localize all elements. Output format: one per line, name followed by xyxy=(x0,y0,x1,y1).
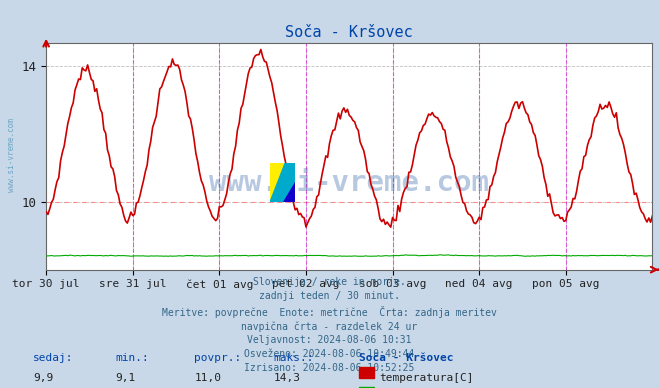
Text: min.:: min.: xyxy=(115,353,149,363)
Text: 11,0: 11,0 xyxy=(194,373,221,383)
Text: Slovenija / reke in morje.
zadnji teden / 30 minut.
Meritve: povprečne  Enote: m: Slovenija / reke in morje. zadnji teden … xyxy=(162,277,497,372)
Text: Soča - Kršovec: Soča - Kršovec xyxy=(359,353,453,363)
Polygon shape xyxy=(270,163,295,202)
Text: www.si-vreme.com: www.si-vreme.com xyxy=(7,118,16,192)
Text: 14,3: 14,3 xyxy=(273,373,301,383)
Text: sedaj:: sedaj: xyxy=(33,353,73,363)
Text: 9,1: 9,1 xyxy=(115,373,136,383)
Text: povpr.:: povpr.: xyxy=(194,353,242,363)
Text: temperatura[C]: temperatura[C] xyxy=(379,373,473,383)
Text: 9,9: 9,9 xyxy=(33,373,53,383)
Title: Soča - Kršovec: Soča - Kršovec xyxy=(285,25,413,40)
Polygon shape xyxy=(270,163,295,202)
Polygon shape xyxy=(283,182,295,202)
Text: maks.:: maks.: xyxy=(273,353,314,363)
Text: www.si-vreme.com: www.si-vreme.com xyxy=(210,170,489,197)
Polygon shape xyxy=(270,163,295,202)
